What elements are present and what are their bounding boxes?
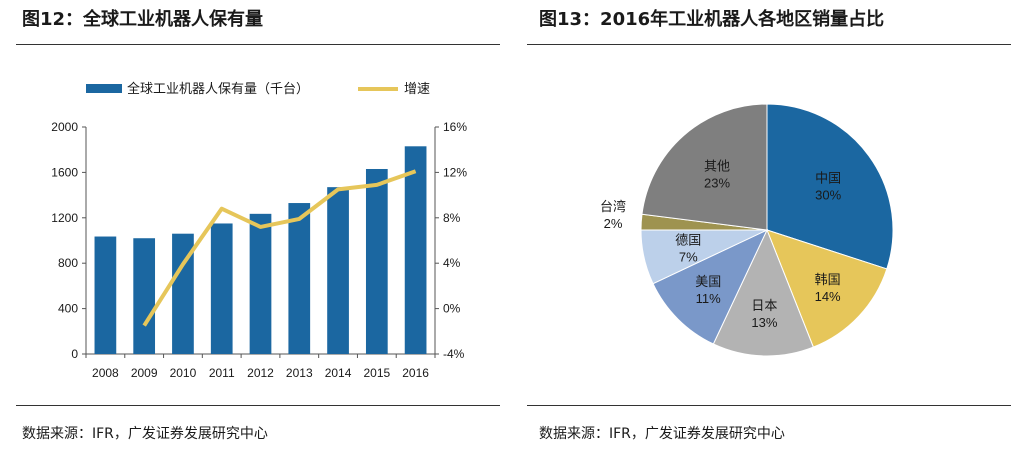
- bar-2008: [94, 236, 117, 354]
- pie-label-日本: 日本: [751, 298, 777, 313]
- legend-bar-label: 全球工业机器人保有量（千台）: [127, 81, 309, 96]
- pie-value-韩国: 14%: [815, 289, 841, 304]
- legend-bar-swatch: [86, 84, 122, 93]
- bar-2016: [404, 146, 427, 354]
- figure-12-title: 图12：全球工业机器人保有量: [22, 9, 264, 30]
- figure-12-source: 数据来源：IFR，广发证券发展研究中心: [22, 426, 268, 442]
- title-divider: [16, 44, 500, 45]
- pie-label-韩国: 韩国: [815, 272, 841, 287]
- bar-2013: [288, 203, 311, 354]
- pie-value-德国: 7%: [679, 250, 698, 265]
- pie-value-中国: 30%: [815, 188, 841, 203]
- x-tick-label: 2013: [286, 366, 313, 380]
- bar-2014: [327, 187, 349, 354]
- y-tick-label-right: 12%: [443, 165, 467, 179]
- bar-2009: [133, 238, 156, 354]
- pie-slice-美国: [652, 228, 769, 345]
- figure-13-title: 图13：2016年工业机器人各地区销量占比: [539, 9, 885, 30]
- pie-value-美国: 11%: [696, 291, 721, 306]
- pie-value-日本: 13%: [751, 315, 777, 330]
- y-tick-label-right: 4%: [443, 256, 461, 270]
- pie-slice-中国: [766, 103, 894, 270]
- y-tick-label-left: 400: [58, 302, 78, 316]
- source-divider: [16, 405, 500, 406]
- y-tick-label-left: 0: [71, 347, 78, 361]
- figure-13-source: 数据来源：IFR，广发证券发展研究中心: [539, 426, 785, 442]
- legend-line-label: 增速: [404, 81, 430, 96]
- region-share-pie: 中国 30% 韩国 14% 日本 13% 美国 11% 德国 7% 台湾 2% 其他 23%: [600, 103, 894, 357]
- y-tick-label-left: 800: [58, 256, 78, 270]
- figure-13-panel: 图13：2016年工业机器人各地区销量占比 中国 30% 韩国 14% 日本 13% 美国 1…: [527, 0, 1027, 449]
- pie-slice-其他: [641, 103, 768, 231]
- y-tick-label-right: 8%: [443, 211, 461, 225]
- title-divider: [527, 44, 1011, 45]
- bar-2015: [365, 168, 388, 354]
- y-tick-label-right: -4%: [443, 347, 465, 361]
- y-tick-label-left: 1600: [51, 165, 78, 179]
- x-tick-label: 2012: [247, 366, 274, 380]
- bar-2010: [172, 233, 194, 354]
- pie-label-德国: 德国: [675, 233, 701, 248]
- pie-label-其他: 其他: [704, 158, 730, 173]
- x-tick-label: 2010: [170, 366, 197, 380]
- pie-slice-日本: [712, 228, 815, 357]
- pie-label-台湾: 台湾: [600, 199, 626, 214]
- bar-2012: [249, 213, 272, 354]
- y-tick-label-left: 1200: [51, 211, 78, 225]
- pie-value-台湾: 2%: [604, 216, 623, 231]
- growth-line: [142, 169, 417, 327]
- x-tick-label: 2016: [402, 366, 429, 380]
- x-tick-label: 2011: [209, 366, 235, 380]
- pie-label-美国: 美国: [695, 274, 721, 289]
- pie-label-中国: 中国: [815, 171, 841, 186]
- x-tick-label: 2009: [131, 366, 158, 380]
- y-tick-label-right: 16%: [443, 120, 467, 134]
- x-tick-label: 2008: [92, 366, 119, 380]
- robot-stock-chart: 全球工业机器人保有量（千台） 增速 0 400 800 1200 1600 2000 -4% 0…: [51, 81, 467, 380]
- y-tick-label-left: 2000: [51, 120, 78, 134]
- x-tick-label: 2015: [363, 366, 390, 380]
- pie-slice-韩国: [766, 229, 888, 348]
- source-divider: [527, 405, 1011, 406]
- figure-12-panel: 图12：全球工业机器人保有量 全球工业机器人保有量（千台） 增速 0 400 800 1…: [0, 0, 500, 449]
- x-tick-label: 2014: [325, 366, 352, 380]
- y-tick-label-right: 0%: [443, 302, 461, 316]
- bar-2011: [210, 223, 233, 354]
- pie-value-其他: 23%: [704, 175, 730, 190]
